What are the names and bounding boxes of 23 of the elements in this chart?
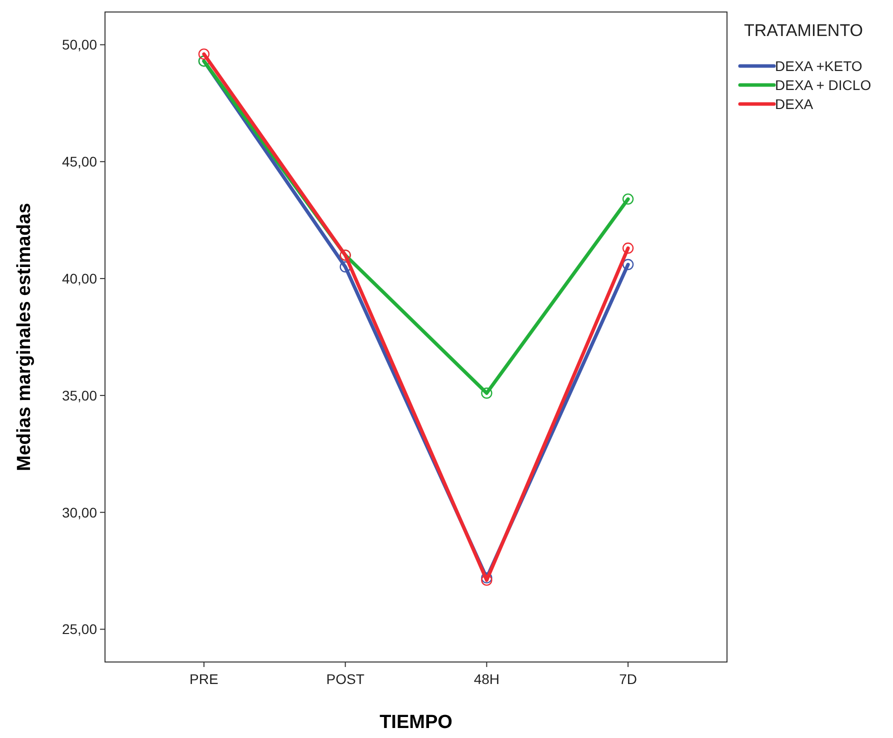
legend-title: TRATAMIENTO [744,21,863,40]
point [622,193,634,205]
x-tick-label: 48H [474,671,500,687]
y-tick-label: 25,00 [62,621,98,638]
legend-label: DEXA + DICLO [775,76,872,93]
x-tick-label: PRE [190,671,218,687]
x-tick-label: POST [326,671,365,687]
y-tick-label: 50,00 [62,36,98,53]
point [622,258,634,270]
point [198,48,210,60]
y-tick-label: 40,00 [62,270,98,286]
point [481,574,492,586]
point [481,388,492,399]
y-tick-label: 35,00 [62,387,98,404]
y-tick-label: 30,00 [62,504,98,520]
y-tick-label: 45,00 [62,154,98,170]
y-axis-title: Medias marginales estimadas [14,202,35,472]
x-tick-label: 7D [619,671,637,687]
legend-label: DEXA +KETO [775,58,862,74]
legend-label: DEXA [775,96,814,112]
point [481,572,492,584]
point [622,242,634,254]
x-axis-title: TIEMPO [380,712,452,733]
